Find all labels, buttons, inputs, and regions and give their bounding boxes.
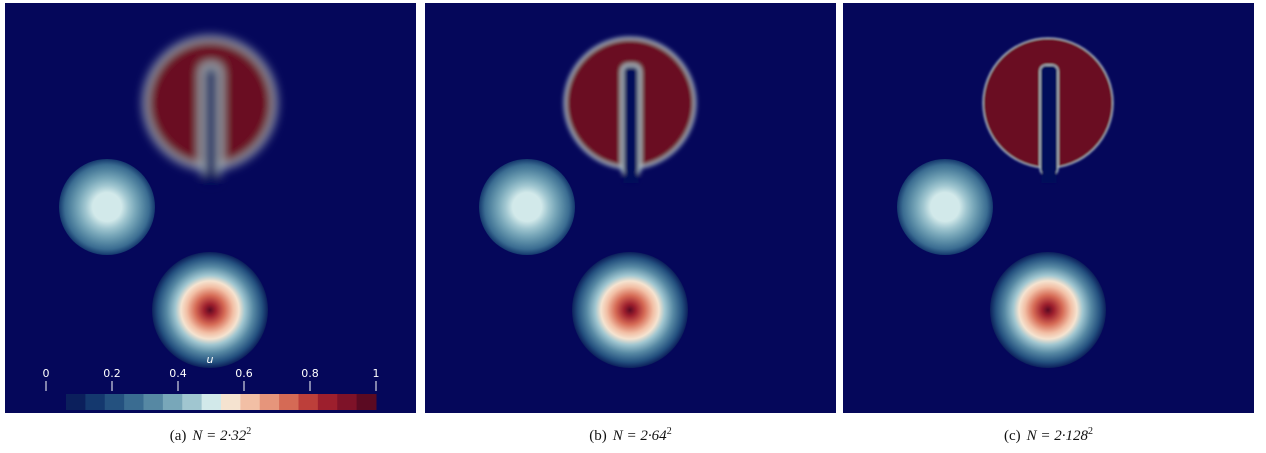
cone (572, 252, 688, 368)
colorbar-swatch (66, 394, 86, 410)
caption-label: (b) (589, 428, 607, 444)
colorbar-swatch (221, 394, 241, 410)
caption: (a) N = 2·322 (170, 426, 252, 444)
colorbar-swatch (259, 394, 280, 410)
caption-text: N = 2·64 (612, 428, 667, 444)
panel (5, 3, 416, 413)
caption-sup: 2 (667, 426, 672, 437)
colorbar-title: u (207, 353, 214, 366)
colorbar-swatch (201, 394, 222, 410)
colorbar-tick-label: 0.4 (169, 367, 187, 380)
slot-cover (1041, 153, 1057, 183)
colorbar-swatch (124, 394, 144, 410)
slot-cover (203, 153, 219, 183)
gaussian-hill (897, 159, 993, 255)
caption: (b) N = 2·642 (589, 426, 671, 444)
slotted-disk (143, 36, 277, 183)
gaussian-hill (479, 159, 575, 255)
slot-cover (623, 153, 639, 183)
colorbar-tick-label: 0 (43, 367, 50, 380)
colorbar-swatch (337, 394, 358, 410)
gaussian-hill (59, 159, 155, 255)
cone (152, 252, 268, 368)
colorbar-swatch (356, 394, 377, 410)
colorbar-swatch (162, 394, 183, 410)
colorbar-swatch (143, 394, 164, 410)
colorbar-swatch (104, 394, 125, 410)
cone (990, 252, 1106, 368)
colorbar-swatch (279, 394, 299, 410)
colorbar-tick-label: 0.6 (235, 367, 253, 380)
colorbar-tick-label: 1 (373, 367, 380, 380)
colorbar-swatch (85, 394, 106, 410)
panel (425, 3, 836, 413)
caption-label: (c) (1004, 428, 1021, 444)
caption-text: N = 2·128 (1026, 428, 1089, 444)
colorbar-swatch (317, 394, 338, 410)
caption-label: (a) (170, 428, 187, 444)
colorbar-tick-label: 0.2 (103, 367, 121, 380)
caption: (c) N = 2·1282 (1004, 426, 1093, 444)
panel (843, 3, 1254, 413)
colorbar-swatch (240, 394, 261, 410)
colorbar-tick-label: 0.8 (301, 367, 319, 380)
slotted-disk (564, 37, 696, 183)
caption-text: N = 2·32 (191, 428, 246, 444)
caption-sup: 2 (246, 426, 251, 437)
slotted-disk (982, 37, 1114, 183)
colorbar-swatch (298, 394, 319, 410)
colorbar-swatch (182, 394, 203, 410)
caption-sup: 2 (1088, 426, 1093, 437)
